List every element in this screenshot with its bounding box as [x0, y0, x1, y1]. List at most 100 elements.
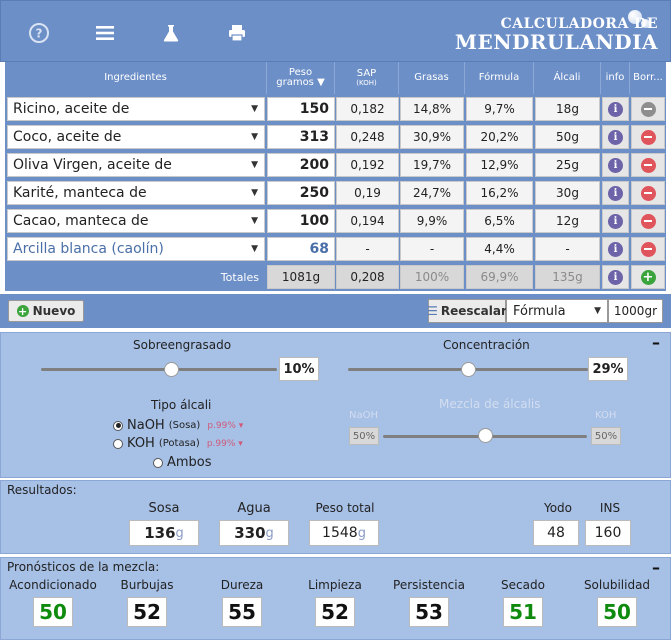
ingredient-select[interactable]: Arcilla blanca (caolín) ▼: [7, 237, 265, 261]
info-button[interactable]: i: [602, 265, 629, 289]
peso-input[interactable]: 250: [267, 181, 335, 205]
chevron-down-icon: ▼: [594, 306, 601, 316]
info-button[interactable]: i: [602, 209, 629, 233]
peso-total-unit: g: [357, 525, 366, 541]
delete-button[interactable]: [631, 209, 665, 233]
info-icon: i: [608, 213, 623, 229]
delete-button[interactable]: [631, 181, 665, 205]
peso-input[interactable]: 150: [267, 97, 335, 121]
sap-value: 0,19: [336, 181, 399, 205]
help-icon[interactable]: ?: [27, 21, 51, 45]
info-button[interactable]: i: [602, 125, 629, 149]
formula-value: 4,4%: [466, 237, 533, 261]
logo-line1: CALCULADORA DE: [500, 16, 658, 32]
info-button[interactable]: i: [602, 97, 629, 121]
printer-icon[interactable]: [225, 21, 249, 45]
forecast-label: Limpieza: [308, 578, 362, 592]
total-grasas: 100%: [400, 265, 464, 289]
app-logo: CALCULADORA DE MENDRULANDIA: [455, 17, 658, 52]
ingredient-name: Ricino, aceite de: [13, 101, 130, 117]
nuevo-button[interactable]: + Nuevo: [8, 300, 84, 322]
header-peso-line1: Peso: [288, 66, 313, 78]
total-alcali: 135g: [535, 265, 600, 289]
rescale-mode-select[interactable]: Fórmula ▼: [506, 299, 608, 323]
agua-label: Agua: [237, 501, 271, 516]
ingredient-select[interactable]: Coco, aceite de ▼: [7, 125, 265, 149]
sap-value: 0,182: [336, 97, 399, 121]
peso-input[interactable]: 200: [267, 153, 335, 177]
peso-input[interactable]: 68: [267, 237, 335, 261]
delete-button[interactable]: [631, 97, 665, 121]
ingredient-select[interactable]: Ricino, aceite de ▼: [7, 97, 265, 121]
radio-icon: [153, 457, 163, 468]
mezcla-label: Mezcla de álcalis: [439, 397, 541, 411]
ins-value: 160: [585, 520, 631, 546]
sosa-label: Sosa: [148, 501, 180, 516]
minus-circle-icon: [640, 101, 656, 117]
bubble-icon: [641, 19, 650, 28]
reescalar-label: Reescalar: [440, 304, 507, 318]
delete-button[interactable]: [631, 153, 665, 177]
peso-total-value: 1548 g: [309, 520, 379, 546]
mix-koh-value: 50%: [591, 427, 621, 445]
forecast-title: Pronósticos de la mezcla:: [7, 560, 160, 574]
ingredient-name: Oliva Virgen, aceite de: [13, 157, 172, 173]
sosa-number: 136: [144, 524, 176, 542]
slider-handle[interactable]: [461, 362, 476, 377]
alcali-value: 50g: [535, 125, 600, 149]
info-button[interactable]: i: [602, 237, 629, 261]
peso-input[interactable]: 313: [267, 125, 335, 149]
radio-selected-icon: [113, 420, 123, 431]
mix-naoh-label: NaOH: [349, 410, 378, 421]
ingredient-select[interactable]: Karité, manteca de ▼: [7, 181, 265, 205]
header-ingredientes: Ingredientes: [5, 62, 267, 94]
add-row-button[interactable]: +: [631, 265, 665, 289]
info-icon: i: [608, 185, 623, 201]
forecast-value: 52: [127, 597, 167, 627]
info-button[interactable]: i: [602, 153, 629, 177]
table-row: Coco, aceite de ▼ 313 0,248 30,9% 20,2% 5…: [5, 123, 666, 151]
header-peso[interactable]: Peso gramos ▼: [267, 62, 335, 94]
delete-button[interactable]: [631, 125, 665, 149]
sosa-value: 136 g: [129, 520, 199, 546]
mix-koh-label: KOH: [595, 410, 617, 421]
naoh-label: NaOH: [127, 418, 165, 433]
peso-input[interactable]: 100: [267, 209, 335, 233]
forecast-value: 55: [222, 597, 262, 627]
koh-radio[interactable]: KOH (Potasa) p.99% ▾: [113, 436, 243, 451]
bubble-icon: [628, 10, 642, 24]
formula-value: 16,2%: [466, 181, 533, 205]
rescale-amount-input[interactable]: 1000gr: [608, 299, 663, 323]
forecast-panel: Pronósticos de la mezcla: – Acondicionad…: [0, 557, 671, 640]
rescale-mode-value: Fórmula: [513, 303, 566, 319]
agua-unit: g: [265, 525, 274, 541]
sobreengrasado-value[interactable]: 10%: [279, 357, 319, 381]
menu-icon[interactable]: [93, 21, 117, 45]
slider-handle[interactable]: [163, 362, 179, 377]
collapse-icon[interactable]: –: [652, 558, 660, 577]
alcali-value: 18g: [535, 97, 600, 121]
koh-purity-select[interactable]: p.99% ▾: [206, 438, 243, 449]
forecast-label: Solubilidad: [583, 578, 651, 592]
naoh-radio[interactable]: NaOH (Sosa) p.99% ▾: [113, 418, 243, 433]
ingredient-select[interactable]: Cacao, manteca de ▼: [7, 209, 265, 233]
concentracion-value[interactable]: 29%: [588, 357, 628, 381]
delete-button[interactable]: [631, 237, 665, 261]
naoh-purity-select[interactable]: p.99% ▾: [207, 420, 244, 431]
forecast-value: 50: [33, 597, 73, 627]
chevron-down-icon: ▼: [251, 104, 258, 114]
ingredient-select[interactable]: Oliva Virgen, aceite de ▼: [7, 153, 265, 177]
grasas-value: 9,9%: [400, 209, 464, 233]
ambos-radio[interactable]: Ambos: [153, 455, 212, 470]
sobreengrasado-slider[interactable]: [41, 368, 277, 371]
reescalar-button[interactable]: ☰ Reescalar: [427, 299, 507, 323]
collapse-icon[interactable]: –: [652, 333, 660, 352]
info-button[interactable]: i: [602, 181, 629, 205]
flask-icon[interactable]: [159, 21, 183, 45]
peso-total-number: 1548: [322, 525, 358, 541]
info-icon: i: [608, 101, 623, 117]
chevron-down-icon: ▼: [251, 160, 258, 170]
sap-value: 0,192: [336, 153, 399, 177]
sap-value: 0,248: [336, 125, 399, 149]
chevron-down-icon: ▼: [251, 244, 258, 254]
